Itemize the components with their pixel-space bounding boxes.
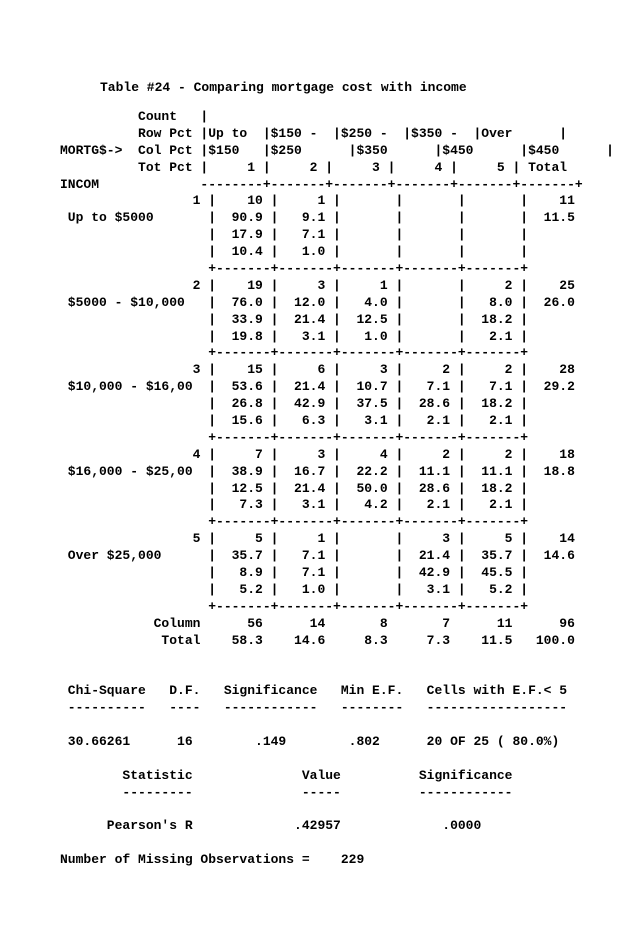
crosstab-table: Count | Row Pct |Up to |$150 - |$250 - |… xyxy=(60,109,570,869)
table-title: Table #24 - Comparing mortgage cost with… xyxy=(100,80,570,95)
